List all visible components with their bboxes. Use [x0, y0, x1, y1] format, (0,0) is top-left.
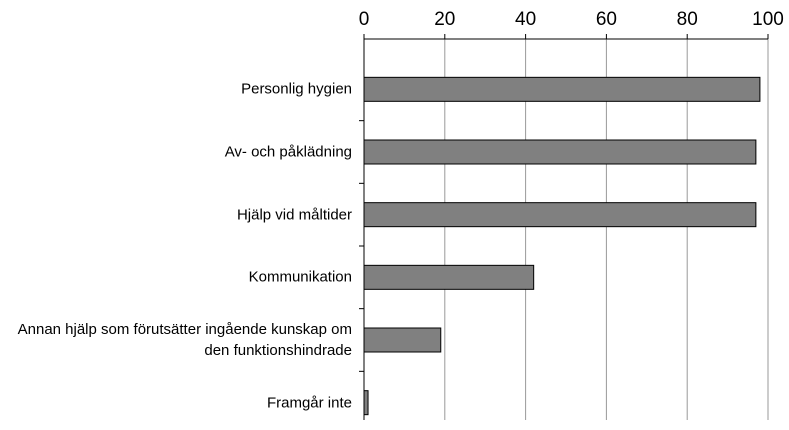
bar	[363, 264, 535, 290]
x-tick-label: 100	[752, 9, 784, 30]
bar	[363, 139, 757, 165]
bar	[363, 327, 442, 353]
y-tick-label: Kommunikation	[248, 268, 352, 286]
y-tick-label: Annan hjälp som förutsätter ingående kun…	[17, 321, 352, 359]
y-tick-label: Hjälp vid måltider	[236, 206, 352, 224]
x-tick-label: 20	[434, 9, 455, 30]
y-tick-label: Av- och påklädning	[224, 143, 352, 161]
bar	[363, 76, 761, 102]
x-tick-label: 40	[515, 9, 536, 30]
y-tick-label: Framgår inte	[266, 394, 352, 412]
x-tick-label: 80	[677, 9, 698, 30]
x-tick-label: 0	[359, 9, 370, 30]
bar	[363, 202, 757, 228]
bar	[363, 390, 369, 416]
y-tick-label: Personlig hygien	[241, 80, 352, 98]
x-tick-label: 60	[596, 9, 617, 30]
